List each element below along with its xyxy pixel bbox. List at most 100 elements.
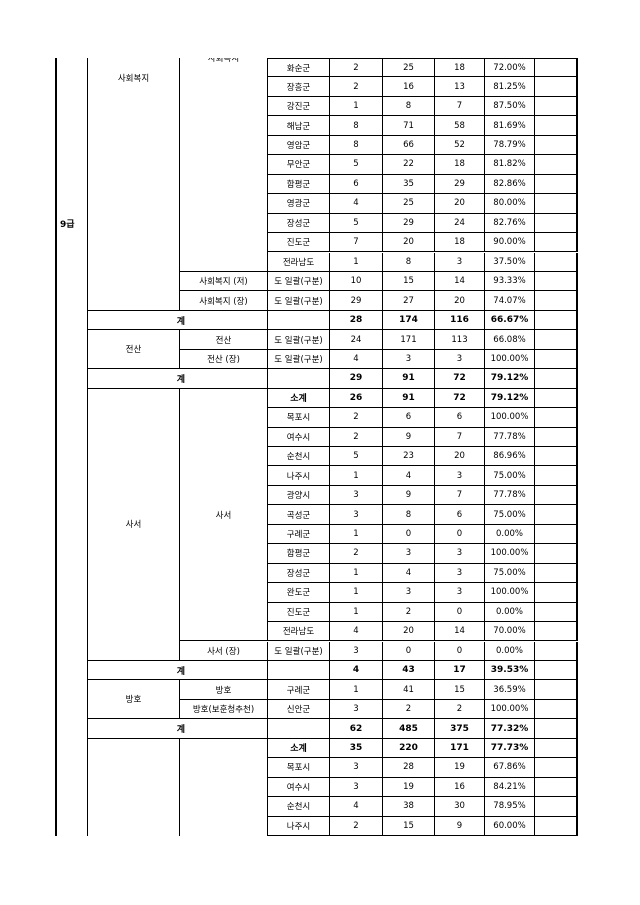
- value-cell: 82.86%: [485, 174, 535, 195]
- value-cell-text: 7: [456, 101, 463, 112]
- job-subseries-cell: [180, 738, 268, 836]
- value-cell-text: 36.59%: [493, 684, 526, 695]
- job-subseries-cell-text: 사서 (장): [207, 646, 240, 657]
- value-cell-text: 18: [454, 159, 465, 170]
- value-cell: 0: [435, 641, 485, 661]
- value-cell-text: 1: [353, 684, 359, 695]
- note-cell: [535, 505, 578, 525]
- value-cell: 9: [435, 816, 485, 836]
- value-cell-text: 0: [405, 529, 412, 540]
- note-cell: [535, 797, 578, 817]
- value-cell: 1: [330, 466, 383, 486]
- region-cell: 함평군: [268, 544, 330, 564]
- value-cell: 19: [383, 777, 435, 798]
- value-cell: 0: [435, 524, 485, 545]
- total-value: 62: [330, 719, 383, 739]
- value-cell-text: 2: [456, 704, 463, 715]
- value-cell: 8: [330, 135, 383, 156]
- total-value-text: 375: [450, 723, 469, 734]
- note-cell: [535, 602, 578, 623]
- value-cell: 1: [330, 602, 383, 623]
- total-value: 485: [383, 719, 435, 739]
- value-cell-text: 29: [454, 178, 465, 189]
- region-cell-text: 목포시: [286, 413, 311, 424]
- total-value: 39.53%: [485, 660, 535, 681]
- grade-label: 9급: [60, 220, 75, 230]
- region-cell-text: 광양시: [286, 491, 311, 502]
- total-value: 79.12%: [485, 369, 535, 389]
- value-cell: 37.50%: [485, 252, 535, 272]
- value-cell-text: 6: [405, 412, 412, 423]
- value-cell-text: 90.00%: [493, 237, 526, 248]
- subtotal-value: 77.73%: [485, 738, 535, 759]
- note-cell: [535, 116, 578, 136]
- value-cell-text: 14: [454, 276, 465, 287]
- value-cell: 1: [330, 252, 383, 272]
- value-cell: 93.33%: [485, 271, 535, 292]
- job-subseries-cell-text: 사회복지 (장): [199, 296, 248, 307]
- value-cell-text: 3: [353, 490, 359, 501]
- region-cell: 완도군: [268, 583, 330, 603]
- total-value-text: 66.67%: [490, 315, 529, 326]
- value-cell: 7: [435, 427, 485, 447]
- region-cell-text: 목포시: [286, 763, 311, 774]
- value-cell-text: 171: [400, 334, 417, 345]
- total-value-text: 28: [349, 315, 363, 326]
- total-value: 72: [435, 369, 485, 389]
- job-subseries-cell-text: 사회복지: [207, 58, 240, 64]
- note-cell: [535, 291, 578, 311]
- value-cell: 52: [435, 135, 485, 156]
- value-cell: 3: [383, 544, 435, 564]
- total-label: 계: [88, 719, 268, 739]
- value-cell-text: 18: [454, 237, 465, 248]
- value-cell: 30: [435, 797, 485, 817]
- value-cell-text: 100.00%: [490, 548, 529, 559]
- total-value-text: 17: [453, 665, 466, 676]
- value-cell: 4: [330, 194, 383, 214]
- region-cell: 여수시: [268, 427, 330, 447]
- value-cell: 3: [435, 563, 485, 584]
- value-cell: 5: [330, 447, 383, 467]
- total-value-text: 72: [453, 373, 466, 384]
- note-cell: [535, 349, 578, 370]
- job-series-cell-text: 사서: [125, 520, 142, 531]
- value-cell: 8: [383, 96, 435, 117]
- region-cell: 신안군: [268, 699, 330, 720]
- value-cell-text: 37.50%: [493, 256, 526, 267]
- note-cell: [535, 271, 578, 292]
- subtotal-value-text: 79.12%: [490, 392, 529, 403]
- value-cell: 25: [383, 58, 435, 78]
- value-cell-text: 2: [353, 62, 359, 73]
- value-cell-text: 4: [353, 626, 359, 637]
- value-cell-text: 100.00%: [490, 704, 529, 715]
- value-cell-text: 24: [350, 334, 362, 345]
- value-cell: 3: [330, 641, 383, 661]
- value-cell-text: 20: [454, 295, 465, 306]
- value-cell-text: 75.00%: [493, 509, 526, 520]
- region-cell: 곡성군: [268, 505, 330, 525]
- value-cell: 20: [383, 622, 435, 642]
- region-cell: 순천시: [268, 797, 330, 817]
- total-label-text: 계: [176, 374, 185, 385]
- note-cell: [535, 622, 578, 642]
- value-cell: 3: [383, 349, 435, 370]
- total-value: 77.32%: [485, 719, 535, 739]
- value-cell: 6: [435, 505, 485, 525]
- value-cell: 78.79%: [485, 135, 535, 156]
- value-cell-text: 87.50%: [493, 101, 526, 112]
- subtotal-value: 220: [383, 738, 435, 759]
- value-cell-text: 18: [454, 62, 465, 73]
- total-empty-cell: [268, 310, 330, 331]
- value-cell: 15: [435, 680, 485, 700]
- value-cell: 14: [435, 271, 485, 292]
- total-empty-cell: [268, 369, 330, 389]
- note-cell: [535, 194, 578, 214]
- region-cell: 진도군: [268, 233, 330, 253]
- value-cell-text: 19: [403, 781, 414, 792]
- value-cell-text: 0: [456, 529, 463, 540]
- value-cell-text: 77.78%: [493, 490, 526, 501]
- value-cell-text: 8: [353, 120, 359, 131]
- value-cell: 75.00%: [485, 466, 535, 486]
- note-cell: [535, 563, 578, 584]
- subtotal-label-text: 소계: [290, 394, 307, 405]
